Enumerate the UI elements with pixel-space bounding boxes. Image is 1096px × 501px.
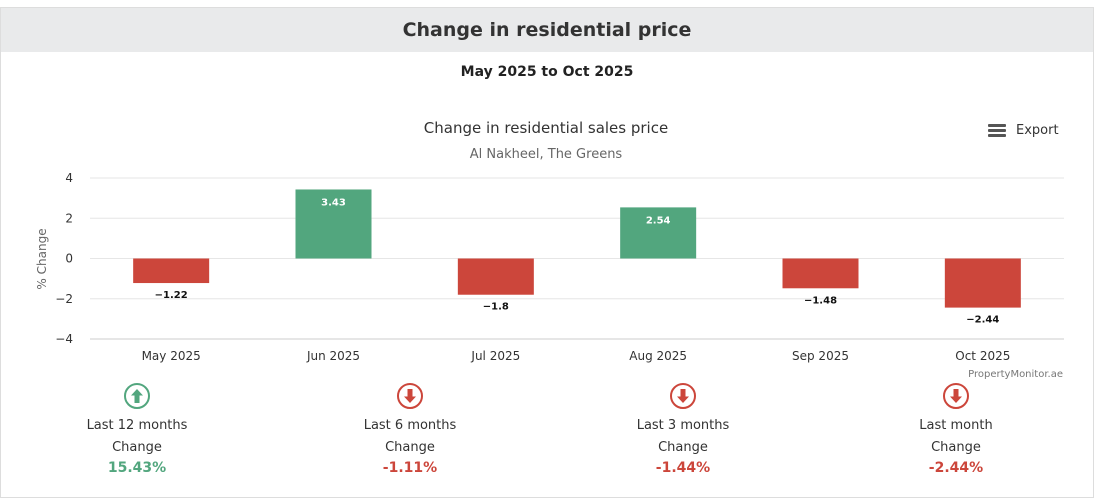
data-label: −2.44 (966, 315, 999, 326)
stat-label: Change (931, 440, 981, 455)
arrow-down-circle-icon (397, 383, 423, 409)
stat-label: Change (385, 440, 435, 455)
stat-label: Change (112, 440, 162, 455)
arrow-down-circle-icon (943, 383, 969, 409)
stat-period: Last 6 months (363, 418, 457, 433)
stat-label: Change (658, 440, 708, 455)
bar (782, 258, 859, 289)
export-button[interactable]: Export (988, 123, 1059, 138)
stat-value: -1.44% (655, 460, 711, 476)
y-tick-label: 4 (65, 171, 73, 185)
x-tick-label: May 2025 (142, 349, 201, 363)
x-tick-label: Oct 2025 (955, 349, 1010, 363)
stat-value: -1.11% (382, 460, 438, 476)
arrow-down-circle-icon (670, 383, 696, 409)
x-tick-label: Jul 2025 (470, 349, 520, 363)
bar (133, 258, 210, 284)
export-label: Export (1016, 123, 1059, 138)
bar (620, 207, 697, 259)
stat-item: Last 12 months Change 15.43% (47, 383, 227, 476)
stat-item: Last 6 months Change -1.11% (320, 383, 500, 476)
data-label: −1.22 (155, 290, 188, 301)
bar (295, 189, 372, 259)
chart-subtitle: Al Nakheel, The Greens (470, 147, 623, 162)
data-label: −1.8 (483, 302, 509, 313)
data-label: 2.54 (646, 215, 671, 226)
stat-period: Last 12 months (86, 418, 188, 433)
x-tick-label: Aug 2025 (629, 349, 687, 363)
price-change-panel: Change in residential price May 2025 to … (0, 7, 1094, 498)
bar (944, 258, 1021, 308)
y-tick-label: −4 (55, 332, 73, 346)
x-tick-label: Jun 2025 (306, 349, 360, 363)
bar (457, 258, 534, 295)
y-axis-label: % Change (35, 228, 49, 289)
stat-period: Last month (919, 418, 993, 433)
y-tick-label: 0 (65, 252, 73, 266)
y-tick-label: 2 (65, 211, 73, 225)
chart-title: Change in residential sales price (424, 119, 668, 137)
stat-item: Last month Change -2.44% (866, 383, 1046, 476)
data-label: 3.43 (321, 197, 346, 208)
panel-title: Change in residential price (1, 8, 1093, 52)
date-range-subtitle: May 2025 to Oct 2025 (460, 64, 634, 80)
menu-icon (988, 123, 1006, 138)
x-tick-label: Sep 2025 (792, 349, 849, 363)
stat-value: -2.44% (928, 460, 984, 476)
arrow-up-circle-icon (124, 383, 150, 409)
stat-value: 15.43% (107, 460, 167, 476)
stat-period: Last 3 months (636, 418, 730, 433)
stat-item: Last 3 months Change -1.44% (593, 383, 773, 476)
y-tick-label: −2 (55, 292, 73, 306)
chart-credit: PropertyMonitor.ae (968, 369, 1063, 380)
data-label: −1.48 (804, 295, 837, 306)
